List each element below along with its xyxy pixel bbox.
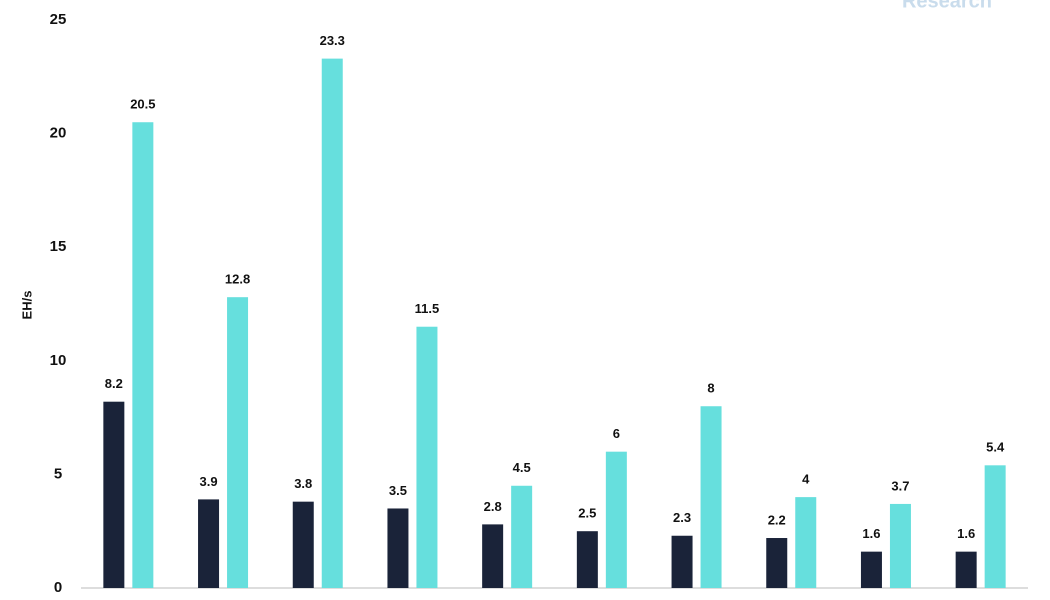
- value-label: 2.2: [768, 512, 786, 527]
- bar: [605, 451, 627, 588]
- bar: [511, 485, 533, 588]
- value-label: 1.6: [862, 526, 880, 541]
- value-label: 3.7: [891, 478, 909, 493]
- value-label: 4: [802, 472, 810, 487]
- value-label: 5.4: [986, 440, 1005, 455]
- value-label: 6: [613, 426, 620, 441]
- value-label: 20.5: [130, 97, 155, 112]
- bar: [671, 535, 693, 588]
- bar: [321, 58, 343, 588]
- bar: [576, 531, 598, 588]
- bar: [416, 326, 438, 588]
- bar: [766, 538, 788, 588]
- bar: [860, 551, 882, 588]
- y-tick-label: 0: [54, 579, 62, 596]
- value-label: 3.8: [294, 476, 312, 491]
- bar: [889, 503, 911, 588]
- y-tick-label: 10: [50, 352, 67, 369]
- value-label: 8.2: [105, 376, 123, 391]
- bar: [132, 122, 154, 589]
- value-label: 8: [707, 381, 714, 396]
- bar: [955, 551, 977, 588]
- value-label: 2.5: [578, 506, 596, 521]
- value-label: 2.8: [484, 499, 502, 514]
- bar: [984, 465, 1006, 588]
- value-label: 3.9: [200, 474, 218, 489]
- bar: [795, 497, 817, 588]
- bar: [292, 501, 314, 588]
- bar: [387, 508, 409, 588]
- bar: [700, 406, 722, 588]
- y-tick-label: 5: [54, 465, 62, 482]
- y-tick-label: 25: [50, 11, 67, 28]
- bar: [227, 297, 249, 588]
- watermark: Research: [902, 0, 992, 12]
- value-label: 1.6: [957, 526, 975, 541]
- value-label: 2.3: [673, 510, 691, 525]
- value-label: 11.5: [415, 301, 440, 316]
- value-label: 12.8: [225, 272, 250, 287]
- value-label: 23.3: [320, 33, 345, 48]
- value-label: 3.5: [389, 483, 407, 498]
- value-label: 4.5: [513, 460, 531, 475]
- bar: [482, 524, 504, 588]
- bar: [198, 499, 220, 588]
- y-tick-label: 20: [50, 125, 67, 142]
- bar: [103, 401, 125, 588]
- y-axis-label: EH/s: [19, 291, 34, 320]
- y-tick-label: 15: [50, 238, 67, 255]
